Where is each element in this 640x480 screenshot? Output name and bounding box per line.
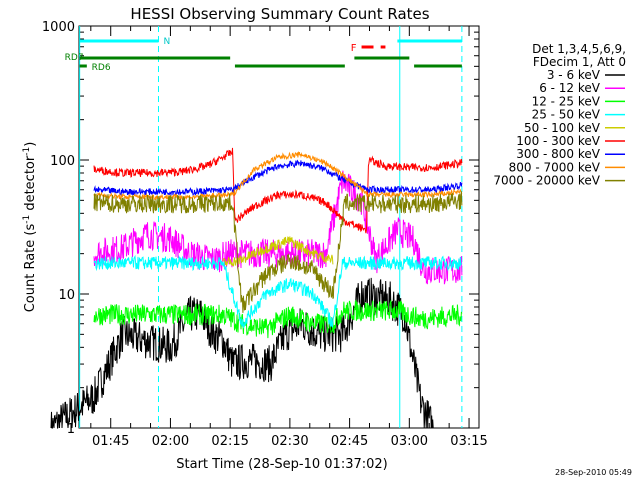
legend-header-2: FDecim 1, Att 0 xyxy=(533,55,626,69)
x-axis-label: Start Time (28-Sep-10 01:37:02) xyxy=(176,457,387,472)
series-line-6-12keV xyxy=(93,170,463,285)
x-tick-label: 01:45 xyxy=(92,434,129,449)
x-tick-label: 02:00 xyxy=(152,434,189,449)
flare-label: F xyxy=(351,43,357,54)
legend-entry-label: 3 - 6 keV xyxy=(547,68,601,82)
y-axis-label-end: ) xyxy=(23,142,38,147)
y-tick-label: 1 xyxy=(67,422,75,437)
legend-entry-label: 100 - 300 keV xyxy=(516,134,600,148)
y-tick-label: 100 xyxy=(50,154,75,169)
legend-entry-label: 12 - 25 keV xyxy=(532,94,601,108)
x-tick-label: 03:00 xyxy=(391,434,428,449)
legend-entry-label: 50 - 100 keV xyxy=(524,121,601,135)
series-line-300-800keV xyxy=(93,159,463,197)
x-tick-label: 02:30 xyxy=(271,434,308,449)
x-tick-label: 02:15 xyxy=(211,434,248,449)
chart-title: HESSI Observing Summary Count Rates xyxy=(130,5,429,23)
rd6-label: RD6 xyxy=(92,63,111,73)
series-line-25-50keV xyxy=(93,254,463,329)
plot-frame xyxy=(78,25,480,429)
y-tick-label: 10 xyxy=(58,288,75,303)
y-tick-label: 1000 xyxy=(42,20,75,35)
legend-entry-label: 300 - 800 keV xyxy=(516,147,600,161)
legend-entry-label: 6 - 12 keV xyxy=(539,81,601,95)
legend-entry-label: 7000 - 20000 keV xyxy=(493,174,600,188)
series-line-50-100keV xyxy=(222,236,334,267)
series-line-3-6keV xyxy=(50,277,434,429)
y-axis-label-sup2: -1 xyxy=(22,147,32,156)
series-line-100-300keV xyxy=(93,147,463,234)
legend-entry-label: 25 - 50 keV xyxy=(532,108,601,122)
series-line-800-7000keV xyxy=(93,150,463,201)
x-tick-label: 02:45 xyxy=(331,434,368,449)
y-axis-label-mid: detector xyxy=(23,155,38,215)
series-line-7000-20000keV xyxy=(93,191,463,313)
legend-header-1: Det 1,3,4,5,6,9, xyxy=(532,42,626,56)
y-axis-label: Count Rate (s-1 detector-1) xyxy=(22,142,38,313)
x-tick-label: 03:15 xyxy=(450,434,487,449)
y-axis-label-main: Count Rate (s xyxy=(23,224,38,313)
night-label: N xyxy=(163,37,170,47)
legend-entry-label: 800 - 7000 keV xyxy=(509,160,601,174)
rd7-label: RD7 xyxy=(65,53,84,63)
series-line-12-25keV xyxy=(93,299,463,339)
timestamp: 28-Sep-2010 05:49 xyxy=(555,468,632,477)
y-axis-label-sup1: -1 xyxy=(22,215,32,224)
